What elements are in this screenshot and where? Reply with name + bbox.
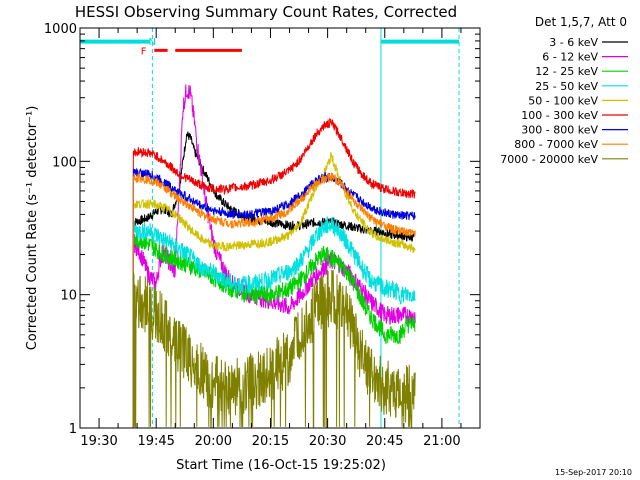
- annotation-f: F: [141, 46, 147, 57]
- series-line-2: [132, 231, 416, 345]
- series-line-5: [132, 117, 416, 199]
- y-axis-label: Corrected Count Rate (s⁻¹ detector⁻¹): [25, 106, 40, 351]
- series-line-3: [132, 216, 416, 305]
- x-tick-label-0: 19:30: [80, 434, 117, 449]
- legend-label-4: 50 - 100 keV: [528, 94, 598, 107]
- x-tick-label-3: 20:15: [252, 434, 289, 449]
- x-axis-label: Start Time (16-Oct-15 19:25:02): [176, 458, 386, 473]
- x-tick-label-2: 20:00: [195, 434, 232, 449]
- series-line-6: [132, 167, 416, 220]
- x-tick-label-5: 20:45: [366, 434, 403, 449]
- y-tick-label-0: 1: [69, 422, 77, 437]
- legend-label-6: 300 - 800 keV: [521, 124, 598, 137]
- x-tick-label-4: 20:30: [309, 434, 346, 449]
- legend-label-0: 3 - 6 keV: [549, 36, 598, 49]
- annotation-n: N: [149, 37, 156, 48]
- footer-date: 15-Sep-2017 20:10: [555, 468, 632, 477]
- legend-label-5: 100 - 300 keV: [521, 109, 598, 122]
- y-tick-label-3: 1000: [44, 22, 77, 37]
- x-tick-label-6: 21:00: [423, 434, 460, 449]
- legend-label-1: 6 - 12 keV: [542, 51, 598, 64]
- series-line-7: [132, 172, 416, 237]
- legend-header: Det 1,5,7, Att 0: [535, 15, 627, 29]
- legend-label-8: 7000 - 20000 keV: [500, 153, 598, 166]
- series-line-8: [132, 269, 416, 428]
- legend-label-3: 25 - 50 keV: [535, 80, 598, 93]
- x-tick-label-1: 19:45: [137, 434, 174, 449]
- legend-label-2: 12 - 25 keV: [535, 65, 598, 78]
- y-tick-label-1: 10: [60, 289, 77, 304]
- plot-frame: [79, 27, 481, 429]
- y-tick-label-2: 100: [52, 155, 77, 170]
- plot-area: FN 1 10 100 1000 19:30 19:45 20:00 20:15 20:30 20:…: [44, 22, 481, 449]
- legend-label-7: 800 - 7000 keV: [514, 138, 598, 151]
- chart-title: HESSI Observing Summary Count Rates, Cor…: [75, 3, 457, 21]
- series-line-4: [132, 151, 416, 254]
